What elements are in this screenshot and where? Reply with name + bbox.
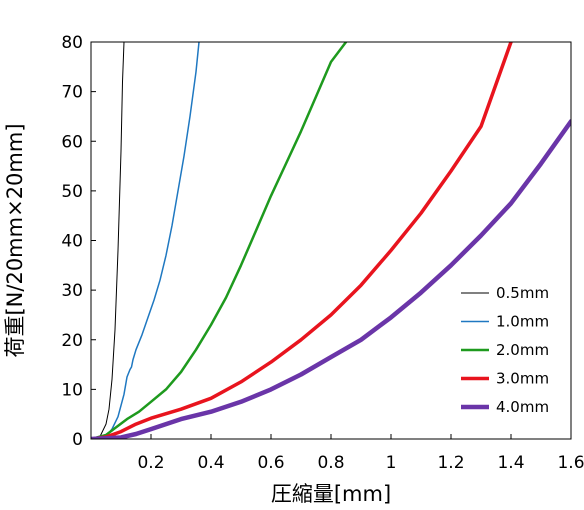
legend-label: 1.0mm (496, 313, 549, 331)
y-tick-label: 70 (61, 83, 83, 103)
series-line-4.0mm (91, 119, 571, 439)
ticks-layer: 0 10 20 30 40 50 60 70 80 0.2 0.4 0.6 0.8 1 1.2 1.4 1.6 (61, 33, 584, 473)
x-axis-title: 圧縮量[mm] (271, 482, 391, 506)
x-tick-label: 0.6 (257, 453, 284, 473)
legend-label: 0.5mm (496, 284, 549, 302)
x-tick-label: 0.4 (197, 453, 224, 473)
series-layer (91, 42, 571, 439)
series-line-1.0mm (91, 42, 200, 439)
x-tick-label: 1.2 (437, 453, 464, 473)
series-line-3.0mm (91, 42, 513, 439)
y-tick-label: 20 (61, 331, 83, 351)
x-tick-label: 0.8 (317, 453, 344, 473)
y-tick-label: 50 (61, 182, 83, 202)
y-tick-label: 10 (61, 380, 83, 400)
y-tick-label: 60 (61, 132, 83, 152)
y-axis-title: 荷重[N/20mm×20mm] (3, 123, 27, 357)
legend: 0.5mm 1.0mm 2.0mm 3.0mm 4.0mm (461, 284, 549, 416)
legend-label: 3.0mm (496, 370, 549, 388)
legend-label: 4.0mm (496, 398, 549, 416)
y-tick-label: 30 (61, 281, 83, 301)
y-tick-label: 80 (61, 33, 83, 53)
series-line-0.5mm (91, 42, 125, 439)
x-tick-label: 1.6 (557, 453, 584, 473)
series-line-2.0mm (91, 42, 348, 439)
x-tick-label: 0.2 (137, 453, 164, 473)
legend-label: 2.0mm (496, 341, 549, 359)
y-tick-label: 40 (61, 232, 83, 252)
x-tick-label: 1.4 (497, 453, 524, 473)
y-tick-label: 0 (72, 430, 83, 450)
x-tick-label: 1 (386, 453, 397, 473)
